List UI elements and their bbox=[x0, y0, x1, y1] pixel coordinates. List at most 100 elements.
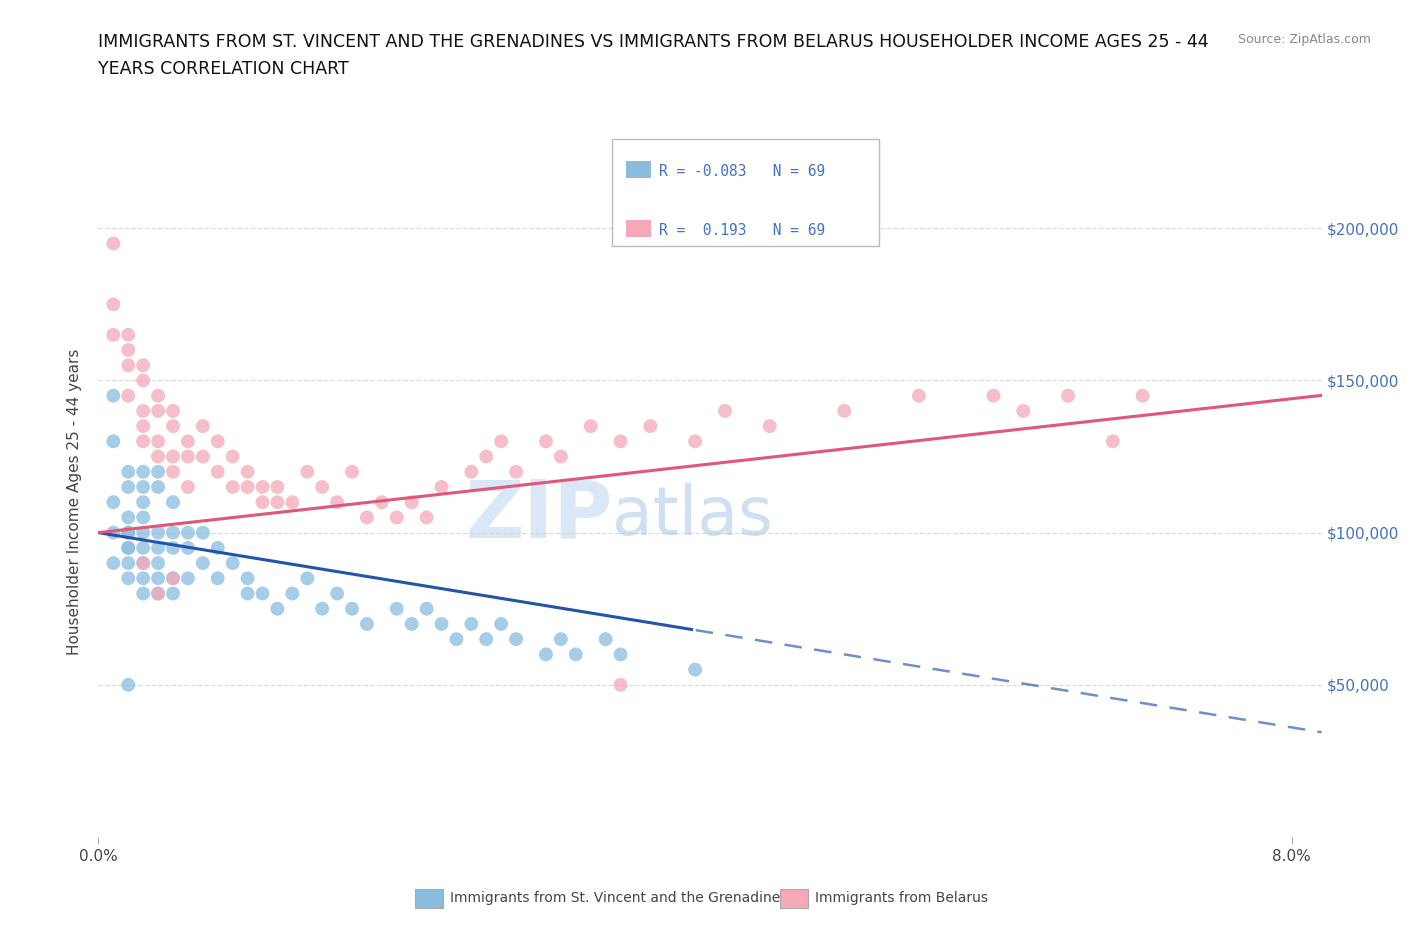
Point bbox=[683, 434, 706, 449]
Point bbox=[117, 464, 139, 479]
Point bbox=[1132, 388, 1154, 403]
Point bbox=[385, 510, 408, 525]
Point bbox=[132, 358, 155, 373]
Point bbox=[177, 540, 200, 555]
Point bbox=[340, 602, 363, 617]
Point bbox=[117, 677, 139, 692]
Point bbox=[401, 617, 423, 631]
Point bbox=[758, 418, 780, 433]
Point bbox=[252, 495, 274, 510]
Point bbox=[1012, 404, 1035, 418]
Point bbox=[534, 647, 557, 662]
Point bbox=[609, 677, 631, 692]
Point bbox=[297, 571, 319, 586]
Point bbox=[162, 540, 184, 555]
Point bbox=[311, 602, 333, 617]
Text: R = -0.083   N = 69: R = -0.083 N = 69 bbox=[659, 164, 825, 179]
Point bbox=[103, 525, 125, 540]
Point bbox=[177, 434, 200, 449]
Point bbox=[609, 647, 631, 662]
Point bbox=[132, 495, 155, 510]
Point bbox=[132, 480, 155, 495]
Point bbox=[266, 495, 288, 510]
Point bbox=[146, 480, 169, 495]
Point bbox=[534, 434, 557, 449]
Point bbox=[146, 555, 169, 570]
Point bbox=[117, 327, 139, 342]
Point bbox=[177, 571, 200, 586]
Point bbox=[221, 449, 243, 464]
Point bbox=[326, 586, 349, 601]
Point bbox=[565, 647, 588, 662]
Point bbox=[146, 540, 169, 555]
Point bbox=[207, 571, 229, 586]
Point bbox=[489, 434, 512, 449]
Point bbox=[252, 480, 274, 495]
Point bbox=[475, 449, 498, 464]
Point bbox=[132, 418, 155, 433]
Point bbox=[146, 525, 169, 540]
Point bbox=[505, 464, 527, 479]
Point bbox=[177, 449, 200, 464]
Point bbox=[132, 586, 155, 601]
Point bbox=[162, 571, 184, 586]
Point bbox=[579, 418, 602, 433]
Point bbox=[236, 586, 259, 601]
Point bbox=[132, 510, 155, 525]
Point bbox=[103, 236, 125, 251]
Point bbox=[177, 525, 200, 540]
Point bbox=[640, 418, 662, 433]
Point bbox=[132, 555, 155, 570]
Point bbox=[401, 495, 423, 510]
Point bbox=[207, 434, 229, 449]
Point bbox=[132, 555, 155, 570]
Y-axis label: Householder Income Ages 25 - 44 years: Householder Income Ages 25 - 44 years bbox=[67, 349, 83, 656]
Point bbox=[132, 373, 155, 388]
Point bbox=[236, 571, 259, 586]
Point bbox=[191, 525, 214, 540]
Text: Immigrants from St. Vincent and the Grenadines: Immigrants from St. Vincent and the Gren… bbox=[450, 891, 787, 906]
Point bbox=[460, 617, 482, 631]
Point bbox=[132, 404, 155, 418]
Point bbox=[117, 571, 139, 586]
Point bbox=[311, 480, 333, 495]
Point bbox=[146, 434, 169, 449]
Point bbox=[430, 617, 453, 631]
Point bbox=[908, 388, 931, 403]
Text: Immigrants from Belarus: Immigrants from Belarus bbox=[815, 891, 988, 906]
Point bbox=[460, 464, 482, 479]
Point bbox=[146, 464, 169, 479]
Point bbox=[146, 586, 169, 601]
Point bbox=[281, 586, 304, 601]
Point bbox=[430, 480, 453, 495]
Point bbox=[385, 602, 408, 617]
Point bbox=[103, 327, 125, 342]
Point bbox=[103, 388, 125, 403]
Point bbox=[117, 525, 139, 540]
Point bbox=[356, 617, 378, 631]
Point bbox=[415, 510, 437, 525]
Point bbox=[103, 555, 125, 570]
Point bbox=[117, 540, 139, 555]
Point bbox=[446, 631, 468, 646]
Point bbox=[221, 555, 243, 570]
Point bbox=[162, 495, 184, 510]
Point bbox=[162, 464, 184, 479]
Point bbox=[146, 388, 169, 403]
Point bbox=[132, 525, 155, 540]
Text: R =  0.193   N = 69: R = 0.193 N = 69 bbox=[659, 223, 825, 238]
Point bbox=[146, 404, 169, 418]
Point bbox=[595, 631, 617, 646]
Point bbox=[162, 525, 184, 540]
Point bbox=[281, 495, 304, 510]
Point bbox=[132, 434, 155, 449]
Point bbox=[117, 342, 139, 357]
Point bbox=[550, 449, 572, 464]
Point bbox=[146, 571, 169, 586]
Point bbox=[117, 540, 139, 555]
Point bbox=[117, 388, 139, 403]
Point bbox=[162, 571, 184, 586]
Text: ZIP: ZIP bbox=[465, 476, 612, 554]
Point bbox=[103, 434, 125, 449]
Point bbox=[326, 495, 349, 510]
